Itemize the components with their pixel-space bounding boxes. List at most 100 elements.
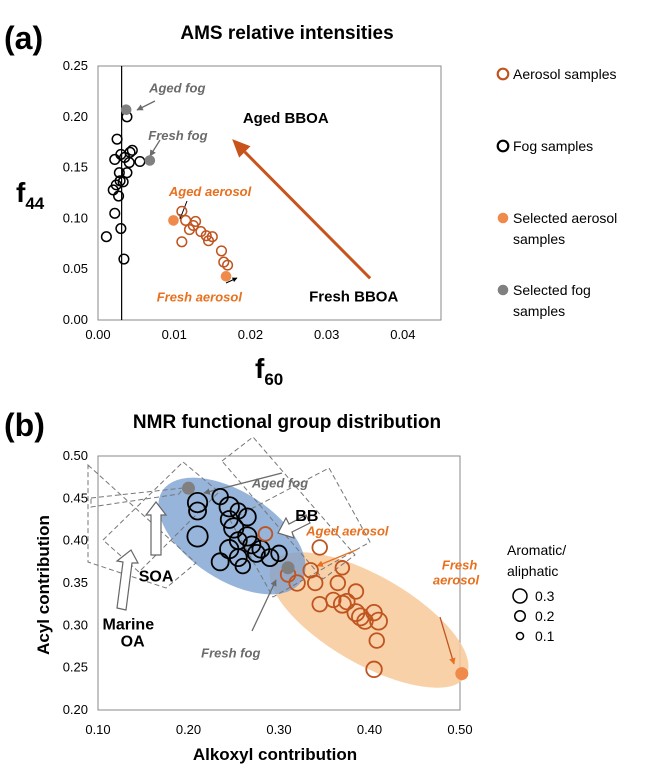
- panel-b-annotation: Fresh: [442, 557, 477, 572]
- panel-a-point-fog-samples: [100, 231, 112, 243]
- panel-b-annotation: Aged aerosol: [305, 524, 389, 539]
- panel-a-point-selected-aerosol-samples: [220, 271, 232, 282]
- panel-b-label: (b): [4, 407, 45, 443]
- panel-a-ylabel-sub: 44: [25, 194, 44, 213]
- panel-a-point-aerosol-samples: [190, 215, 202, 227]
- panel-b-point-fog-samples: [188, 501, 207, 521]
- panel-a-point-fog-samples: [123, 156, 135, 169]
- panel-b-point-fog-samples: [260, 548, 280, 567]
- bb-region-box-2: [229, 467, 371, 598]
- panel-b-point-aerosol-samples: [311, 539, 328, 556]
- panel-a-y-tick-label: 0.20: [63, 109, 88, 124]
- fresh-fog-pointer-b: [251, 579, 277, 632]
- panel-b-x-tick-label: 0.40: [357, 722, 382, 737]
- panel-b-point-fog-samples: [186, 491, 209, 514]
- panel-b-plot-frame: [97, 455, 461, 711]
- panel-b-point-aerosol-samples: [334, 560, 351, 576]
- panel-a-xlabel-sub: 60: [264, 370, 283, 389]
- soa-region-box: [102, 461, 220, 573]
- panel-b-annotation: SOA: [139, 568, 174, 585]
- soa-block-arrow: [144, 501, 168, 556]
- panel-a-point-fog-samples: [109, 207, 121, 219]
- panel-a-point-aerosol-samples: [183, 224, 196, 236]
- panel-b-point-fog-samples: [246, 543, 266, 563]
- panel-b-size-legend: Aromatic/aliphatic 0.3 0.2 0.1: [507, 542, 566, 644]
- panel-a-x-tick-label: 0.04: [390, 327, 415, 342]
- panel-b-y-tick-label: 0.20: [63, 702, 88, 717]
- panel-a-point-fog-samples: [115, 223, 127, 235]
- panel-a-ylabel-f: f: [16, 177, 26, 208]
- panel-b-x-tick-label: 0.30: [266, 722, 291, 737]
- panel-b-x-tick-label: 0.50: [447, 722, 472, 737]
- panel-a-point-aerosol-samples: [200, 230, 212, 242]
- panel-b-annotation: Fresh fog: [201, 646, 260, 661]
- panel-a-y-tick-label: 0.00: [63, 312, 88, 327]
- panel-b-y-tick-label: 0.40: [63, 533, 88, 548]
- panel-a-legend-marker: [496, 67, 510, 81]
- panel-a-point-aerosol-samples: [176, 205, 188, 217]
- panel-b-x-ticks: 0.10 0.20 0.30 0.40 0.50: [85, 722, 472, 737]
- panel-a-legend-label: samples: [513, 231, 565, 247]
- panel-a-point-aerosol-samples: [222, 259, 234, 271]
- panel-b-point-selected-aerosol-samples: [455, 667, 469, 681]
- fresh-fog-pointer-a: [149, 139, 161, 157]
- panel-a-point-aerosol-samples: [215, 245, 228, 257]
- panel-b-point-fog-samples: [237, 526, 258, 547]
- panel-a-x-tick-label: 0.00: [85, 327, 110, 342]
- panel-a-annotation: Aged fog: [148, 80, 205, 95]
- panel-b-title: NMR functional group distribution: [133, 412, 441, 433]
- panel-b-y-tick-label: 0.50: [63, 448, 88, 463]
- panel-a-bboa-arrow: [243, 150, 372, 280]
- panel-a-xlabel-f: f: [255, 353, 265, 384]
- panel-b-point-aerosol-samples: [347, 583, 365, 600]
- panel-a-point-selected-fog-samples: [120, 104, 132, 115]
- fresh-aerosol-pointer-a: [225, 277, 238, 284]
- panel-a-legend-label: Selected aerosol: [513, 210, 617, 226]
- panel-a-annotation: Fresh aerosol: [157, 290, 243, 305]
- panel-a-y-ticks: 0.00 0.05 0.10 0.15 0.20 0.25: [63, 58, 88, 327]
- panel-b-y-tick-label: 0.45: [63, 490, 88, 505]
- panel-a-point-fog-samples: [121, 167, 133, 179]
- size-legend-title: Aromatic/: [507, 542, 566, 558]
- panel-a-legend-label: Selected fog: [513, 282, 591, 298]
- panel-a-point-fog-samples: [118, 253, 130, 265]
- panel-a-annotations: Aged fog Fresh fog Aged aerosol Fresh aeros…: [148, 80, 398, 305]
- panel-a-point-fog-samples: [113, 167, 125, 179]
- panel-a-legend: Aerosol samples Fog samples Selected aeros…: [496, 66, 617, 319]
- panel-b-y-axis-label: Acyl contribution: [34, 515, 53, 655]
- panel-a-bboa-arrowhead: [232, 139, 251, 158]
- size-legend-label: 0.1: [535, 628, 555, 644]
- panel-b-point-fog-samples: [270, 544, 288, 563]
- panel-b-point-fog-samples: [210, 552, 230, 572]
- panel-a-legend-label: Aerosol samples: [513, 66, 617, 82]
- panel-a-legend-marker: [497, 284, 509, 296]
- panel-a-y-tick-label: 0.25: [63, 58, 88, 73]
- panel-b-point-selected-fog-samples: [281, 561, 295, 575]
- bb-block-arrow: [277, 514, 311, 539]
- panel-a-data-points: [100, 104, 234, 282]
- bb-region-box-1: [221, 436, 356, 580]
- fresh-aerosol-pointer-b: [439, 616, 456, 665]
- panel-a-point-fog-samples: [134, 155, 146, 168]
- panel-b-point-aerosol-samples: [329, 574, 347, 592]
- panel-a-x-tick-label: 0.02: [238, 327, 263, 342]
- panel-a-plot-frame: [97, 65, 442, 321]
- panel-a-x-tick-label: 0.03: [314, 327, 339, 342]
- panel-b-point-fog-samples: [186, 525, 209, 548]
- size-legend-marker: [515, 631, 525, 641]
- panel-a-point-fog-samples: [117, 176, 129, 188]
- panel-a-point-selected-fog-samples: [144, 155, 156, 166]
- panel-a-annotation: Aged aerosol: [168, 184, 252, 199]
- panel-b-y-tick-label: 0.25: [63, 660, 88, 675]
- panel-a-point-fog-samples: [113, 190, 125, 202]
- panel-b-x-tick-label: 0.20: [176, 722, 201, 737]
- panel-b-point-fog-samples: [234, 557, 252, 575]
- panel-b-y-ticks: 0.20 0.25 0.30 0.35 0.40 0.45 0.50: [63, 448, 88, 717]
- panel-a-legend-label: Fog samples: [513, 138, 593, 154]
- panel-a-annotation: Fresh fog: [148, 128, 207, 143]
- panel-b-point-selected-fog-samples: [182, 481, 195, 495]
- aged-aerosol-pointer-b: [316, 549, 357, 567]
- size-legend-title: aliphatic: [507, 563, 558, 579]
- panel-a-legend-label: samples: [513, 303, 565, 319]
- panel-b-point-aerosol-samples: [365, 660, 383, 679]
